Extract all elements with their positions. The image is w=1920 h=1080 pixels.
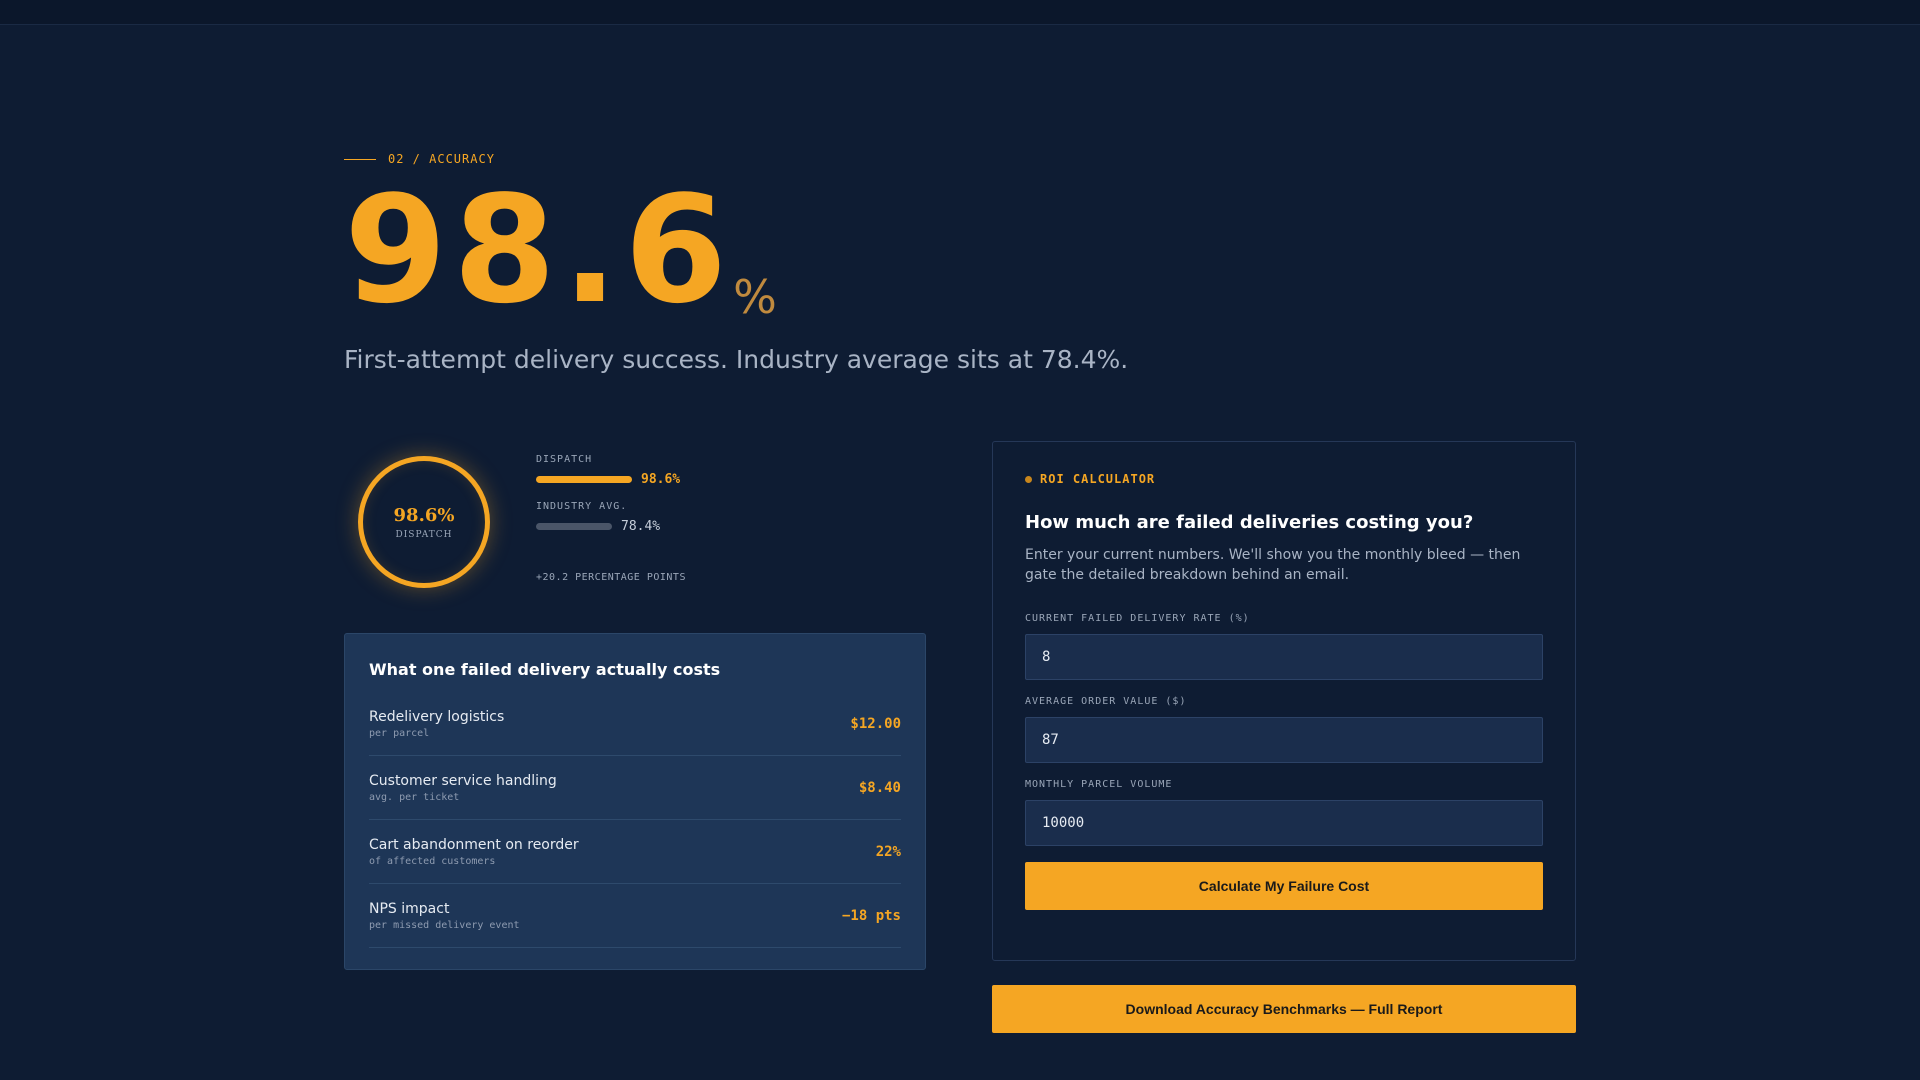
cost-value: $12.00 bbox=[850, 715, 901, 732]
parcel-volume-label: MONTHLY PARCEL VOLUME bbox=[1025, 779, 1173, 790]
dispatch-bar-value: 98.6% bbox=[641, 472, 681, 487]
ring-value: 98.6% bbox=[393, 504, 455, 526]
failed-rate-input[interactable] bbox=[1025, 634, 1543, 680]
section-eyebrow: 02 / ACCURACY bbox=[344, 152, 495, 166]
cost-sub: per parcel bbox=[369, 727, 430, 739]
cost-row: Cart abandonment on reorder of affected … bbox=[369, 820, 901, 884]
cost-row: Redelivery logistics per parcel $12.00 bbox=[369, 692, 901, 756]
roi-title: How much are failed deliveries costing y… bbox=[1025, 512, 1474, 533]
comparison-bars: DISPATCH 98.6% INDUSTRY AVG. 78.4% +20.2… bbox=[536, 454, 686, 583]
dispatch-bar-label: DISPATCH bbox=[536, 454, 593, 465]
calculate-button[interactable]: Calculate My Failure Cost bbox=[1025, 862, 1543, 910]
cost-name: NPS impact bbox=[369, 900, 450, 917]
cost-value: $8.40 bbox=[858, 779, 901, 796]
cost-row: Customer service handling avg. per ticke… bbox=[369, 756, 901, 820]
dispatch-bar-row: 98.6% bbox=[536, 472, 686, 487]
hero-subtitle: First-attempt delivery success. Industry… bbox=[344, 345, 1129, 374]
industry-bar-label: INDUSTRY AVG. bbox=[536, 501, 628, 512]
cost-sub: of affected customers bbox=[369, 855, 496, 867]
hero-unit: % bbox=[733, 270, 777, 324]
industry-bar-value: 78.4% bbox=[621, 519, 661, 534]
roi-calculator-card: ROI CALCULATOR How much are failed deliv… bbox=[992, 441, 1576, 961]
ring-gauge: 98.6% DISPATCH bbox=[358, 456, 490, 588]
failure-cost-card: What one failed delivery actually costs … bbox=[344, 633, 926, 970]
failed-rate-label: CURRENT FAILED DELIVERY RATE (%) bbox=[1025, 613, 1250, 624]
parcel-volume-input[interactable] bbox=[1025, 800, 1543, 846]
order-value-label: AVERAGE ORDER VALUE ($) bbox=[1025, 696, 1187, 707]
hero-value: 98.6 bbox=[344, 164, 734, 336]
dispatch-bar bbox=[536, 476, 632, 483]
hero-stat: 98.6 % bbox=[344, 176, 777, 324]
industry-bar-row: 78.4% bbox=[536, 519, 686, 534]
cost-row: NPS impact per missed delivery event −18… bbox=[369, 884, 901, 948]
cost-sub: avg. per ticket bbox=[369, 791, 460, 803]
order-value-input[interactable] bbox=[1025, 717, 1543, 763]
accuracy-ring: 98.6% DISPATCH bbox=[358, 456, 490, 588]
industry-bar bbox=[536, 523, 612, 530]
eyebrow-rule bbox=[344, 158, 376, 160]
ring-label: DISPATCH bbox=[395, 529, 453, 540]
cost-name: Customer service handling bbox=[369, 772, 557, 789]
roi-description: Enter your current numbers. We'll show y… bbox=[1025, 547, 1521, 583]
top-nav-bar bbox=[0, 0, 1920, 25]
roi-dot-icon bbox=[1025, 475, 1032, 483]
cost-name: Cart abandonment on reorder bbox=[369, 836, 579, 853]
eyebrow-label: 02 / ACCURACY bbox=[388, 152, 495, 166]
percentage-difference: +20.2 PERCENTAGE POINTS bbox=[536, 572, 686, 583]
download-report-button[interactable]: Download Accuracy Benchmarks — Full Repo… bbox=[992, 985, 1576, 1033]
cost-value: 22% bbox=[875, 843, 901, 860]
cost-value: −18 pts bbox=[841, 907, 901, 924]
cost-name: Redelivery logistics bbox=[369, 708, 505, 725]
roi-eyebrow: ROI CALCULATOR bbox=[1025, 472, 1543, 486]
cost-sub: per missed delivery event bbox=[369, 919, 520, 931]
cost-card-title: What one failed delivery actually costs bbox=[369, 660, 721, 679]
roi-eyebrow-label: ROI CALCULATOR bbox=[1040, 472, 1156, 486]
